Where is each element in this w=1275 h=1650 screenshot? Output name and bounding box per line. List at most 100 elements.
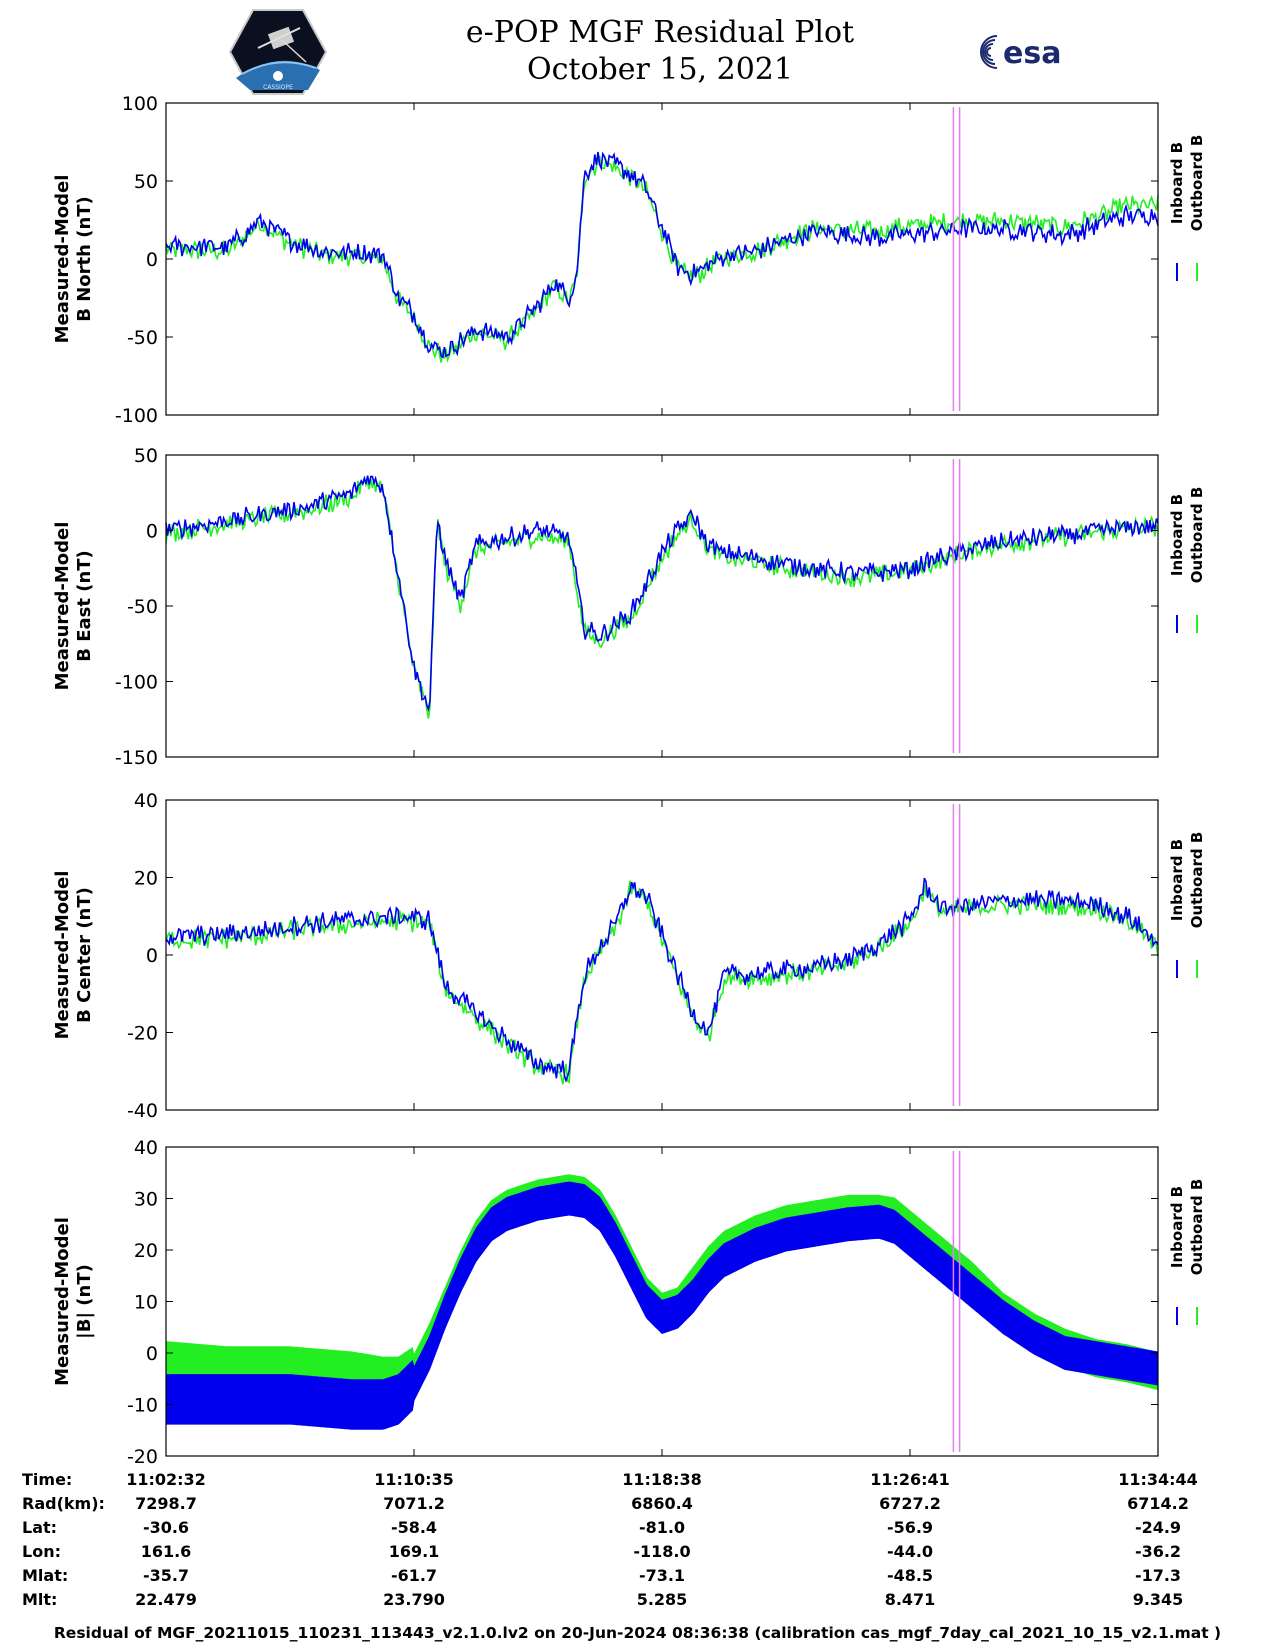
date-line: October 15, 2021 (527, 52, 793, 87)
panel-center: 40 20 0 -20 -40 Measured-ModelB Center (nT) In… (52, 790, 1206, 1122)
info-cell: 22.479 (135, 1590, 197, 1609)
y-tick-label: 40 (134, 1137, 158, 1159)
legend-inboard-label: Inboard B (1168, 494, 1186, 576)
y-tick-label: 50 (134, 445, 158, 467)
legend-inboard-label: Inboard B (1168, 142, 1186, 224)
info-cell: -30.6 (143, 1518, 189, 1537)
y-axis-label: Measured-ModelB North (nT) (52, 175, 95, 344)
series-inboard-center (165, 877, 1159, 1083)
y-tick-label: -20 (127, 1446, 158, 1468)
y-tick-label: 30 (134, 1189, 158, 1211)
info-cell: -17.3 (1135, 1566, 1181, 1585)
chart-title: e-POP MGF Residual Plot October 15, 2021 (360, 14, 960, 88)
info-cell: 6727.2 (879, 1494, 941, 1513)
axes-frame (165, 799, 1159, 1111)
series-inboard-north (165, 151, 1159, 359)
info-cell: 7298.7 (135, 1494, 197, 1513)
info-cell: 8.471 (885, 1590, 936, 1609)
esa-logo-text: esa (1003, 36, 1061, 71)
y-axis-label: Measured-Model|B| (nT) (52, 1217, 95, 1386)
y-tick-label: -40 (127, 1100, 158, 1122)
series-outboard-center (165, 880, 1159, 1085)
info-cell: 161.6 (141, 1542, 192, 1561)
cassiope-logo-text: CASSIOPE (263, 84, 293, 91)
y-tick-label: -100 (115, 672, 158, 694)
info-cell: 5.285 (637, 1590, 688, 1609)
info-row-label: Time: (22, 1470, 72, 1489)
y-axis-label-line: Measured-Model (52, 522, 73, 691)
info-cell: -58.4 (391, 1518, 437, 1537)
y-tick-label: 0 (146, 1343, 158, 1365)
orbit-info-table: Time: Rad(km): Lat: Lon: Mlat: Mlt: 11:02:32 72… (22, 1470, 1198, 1609)
y-tick-label: 20 (134, 868, 158, 890)
y-tick-label: -150 (115, 747, 158, 769)
y-tick-label: 40 (134, 790, 158, 812)
y-axis-label: Measured-ModelB Center (nT) (52, 871, 95, 1040)
y-tick-label: 100 (122, 93, 158, 115)
series-outboard-magnitude (165, 1174, 1159, 1412)
y-axis-label-line: B Center (nT) (74, 887, 95, 1023)
y-axis-label-line: Measured-Model (52, 1217, 73, 1386)
info-cell: -73.1 (639, 1566, 685, 1585)
info-cell: 6860.4 (631, 1494, 693, 1513)
cassiope-logo: CASSIOPE (228, 8, 328, 100)
info-cell: -56.9 (887, 1518, 933, 1537)
time-tick-label: 11:02:32 (126, 1470, 206, 1489)
y-tick-label: 0 (146, 249, 158, 271)
time-tick-label: 11:10:35 (374, 1470, 454, 1489)
y-axis-label-line: B East (nT) (74, 550, 95, 662)
y-tick-label: -50 (127, 327, 158, 349)
series-inboard-east (165, 475, 1159, 713)
y-tick-label: 0 (146, 521, 158, 543)
info-cell: 169.1 (389, 1542, 440, 1561)
axes-frame (165, 102, 1159, 416)
info-row-label: Lon: (22, 1542, 61, 1561)
y-tick-label: -10 (127, 1395, 158, 1417)
y-axis-label-line: |B| (nT) (74, 1264, 95, 1339)
legend-inboard-label: Inboard B (1168, 1186, 1186, 1268)
info-cell: 6714.2 (1127, 1494, 1189, 1513)
info-cell: -35.7 (143, 1566, 189, 1585)
y-axis-label-line: B North (nT) (74, 196, 95, 322)
info-cell: -44.0 (887, 1542, 933, 1561)
y-axis-label: Measured-ModelB East (nT) (52, 522, 95, 691)
legend-outboard-label: Outboard B (1188, 135, 1206, 232)
info-cell: 7071.2 (383, 1494, 445, 1513)
legend-outboard-label: Outboard B (1188, 832, 1206, 929)
y-tick-label: -100 (115, 405, 158, 427)
y-tick-label: 10 (134, 1292, 158, 1314)
time-tick-label: 11:26:41 (870, 1470, 950, 1489)
info-cell: 23.790 (383, 1590, 445, 1609)
info-cell: -24.9 (1135, 1518, 1181, 1537)
info-cell: -48.5 (887, 1566, 933, 1585)
esa-logo: esa (975, 30, 1090, 78)
series-outboard-east (165, 477, 1159, 719)
series-outboard-north (165, 155, 1159, 363)
y-tick-label: 50 (134, 171, 158, 193)
series-inboard-magnitude (165, 1181, 1159, 1430)
panel-magnitude: 40 30 20 10 0 -10 -20 Measured-Model|B| (nT) Inb… (52, 1137, 1206, 1468)
info-cell: -118.0 (633, 1542, 690, 1561)
title-line: e-POP MGF Residual Plot (465, 15, 855, 50)
y-tick-label: 0 (146, 945, 158, 967)
y-tick-label: -20 (127, 1023, 158, 1045)
info-row-label: Lat: (22, 1518, 57, 1537)
legend-inboard-label: Inboard B (1168, 839, 1186, 921)
legend-outboard-label: Outboard B (1188, 1179, 1206, 1276)
info-row-label: Rad(km): (22, 1494, 105, 1513)
legend-outboard-label: Outboard B (1188, 487, 1206, 584)
info-row-label: Mlt: (22, 1590, 57, 1609)
time-tick-label: 11:18:38 (622, 1470, 702, 1489)
y-axis-label-line: Measured-Model (52, 175, 73, 344)
info-row-label: Mlat: (22, 1566, 68, 1585)
panel-north: 100 50 0 -50 -100 Measured-ModelB North (nT) I… (52, 93, 1206, 427)
y-tick-label: 20 (134, 1240, 158, 1262)
y-tick-label: -50 (127, 596, 158, 618)
y-axis-label-line: Measured-Model (52, 871, 73, 1040)
info-cell: -36.2 (1135, 1542, 1181, 1561)
time-tick-label: 11:34:44 (1118, 1470, 1198, 1489)
footer-caption: Residual of MGF_20211015_110231_113443_v… (53, 1624, 1222, 1642)
info-cell: 9.345 (1133, 1590, 1184, 1609)
info-cell: -61.7 (391, 1566, 437, 1585)
